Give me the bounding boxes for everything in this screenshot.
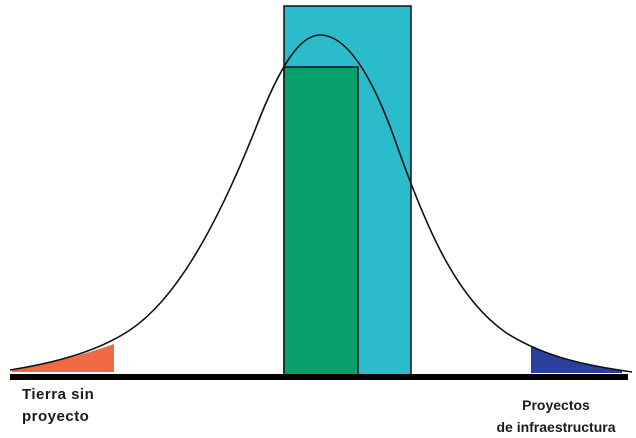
left-tail-fill	[12, 344, 114, 372]
left-label-line2: proyecto	[22, 408, 90, 425]
right-label-line2: de infraestructura	[496, 419, 616, 435]
baseline-axis	[10, 374, 628, 380]
right-tail-label: Proyectos de infraestructura	[486, 394, 626, 438]
right-label-line1: Proyectos	[522, 397, 590, 413]
left-label-line1: Tierra sin	[22, 386, 95, 403]
right-tail-fill	[531, 346, 622, 373]
bell-curve-line	[9, 34, 633, 373]
left-tail-label: Tierra sin proyecto	[22, 384, 94, 428]
inner-bar	[283, 66, 359, 376]
